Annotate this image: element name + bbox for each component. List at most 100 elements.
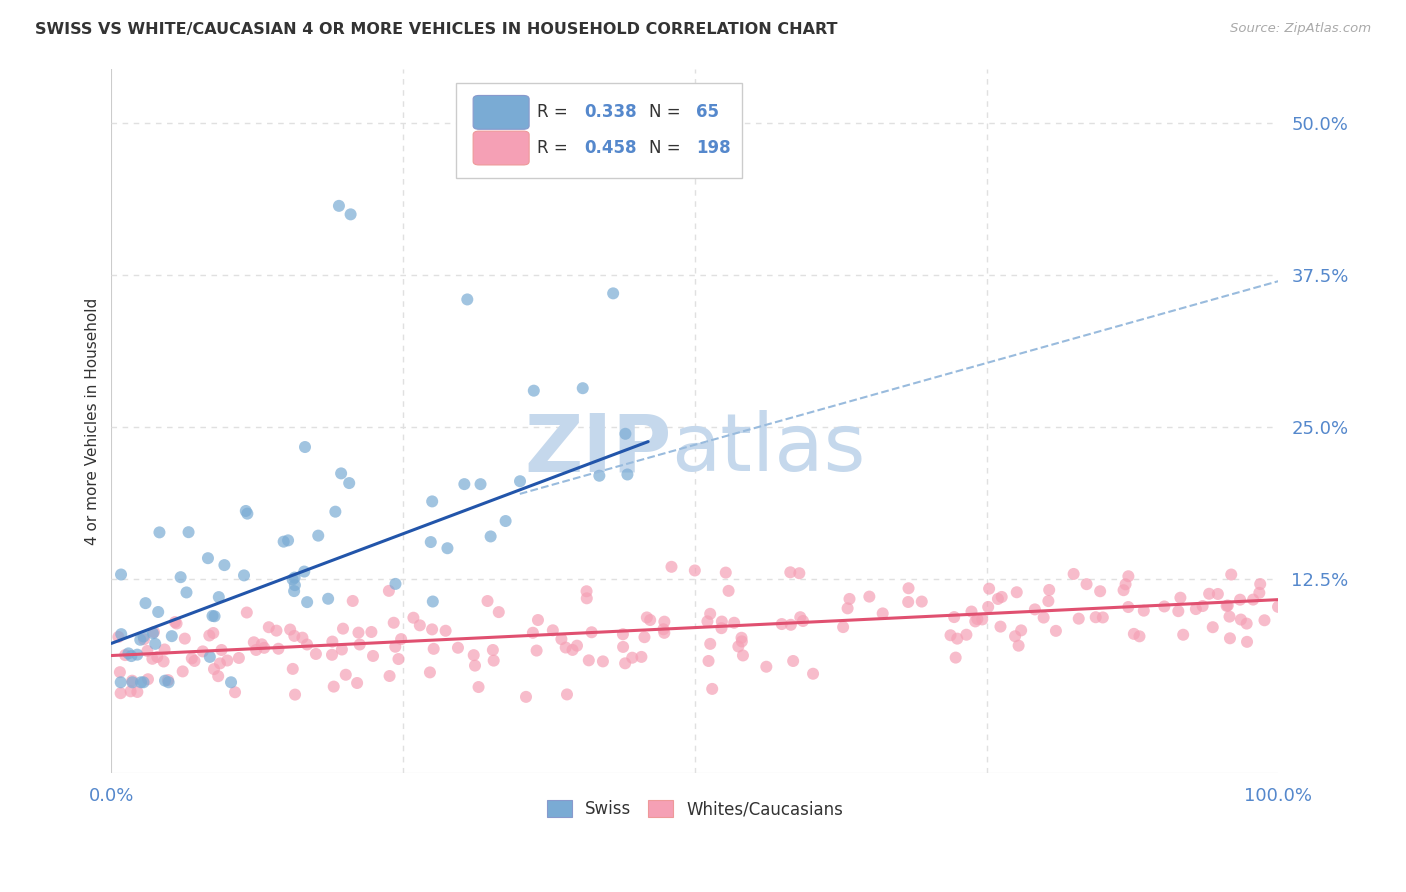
- Point: [755, 659, 778, 673]
- FancyBboxPatch shape: [474, 131, 529, 165]
- Point: [614, 657, 637, 671]
- Point: [464, 658, 486, 673]
- Point: [453, 477, 475, 491]
- Point: [1067, 612, 1090, 626]
- Point: [550, 632, 572, 647]
- Point: [523, 384, 546, 398]
- Point: [136, 644, 159, 658]
- Point: [224, 685, 246, 699]
- Point: [1005, 585, 1028, 599]
- Text: 65: 65: [696, 103, 718, 121]
- Point: [838, 591, 860, 606]
- Point: [294, 440, 316, 454]
- Point: [990, 619, 1012, 633]
- Point: [236, 507, 259, 521]
- Point: [284, 578, 307, 592]
- Point: [1170, 591, 1192, 605]
- Point: [541, 624, 564, 638]
- Point: [588, 468, 610, 483]
- Point: [837, 601, 859, 615]
- Point: [172, 665, 194, 679]
- Point: [977, 599, 1000, 614]
- Point: [801, 666, 824, 681]
- Point: [1038, 582, 1060, 597]
- Point: [1191, 599, 1213, 613]
- Point: [281, 573, 304, 587]
- Point: [166, 616, 188, 631]
- Point: [360, 625, 382, 640]
- Point: [160, 629, 183, 643]
- Point: [378, 583, 401, 598]
- Point: [987, 591, 1010, 606]
- Point: [696, 615, 718, 629]
- Point: [872, 607, 894, 621]
- Text: atlas: atlas: [672, 410, 866, 488]
- Point: [110, 627, 132, 641]
- Point: [630, 649, 652, 664]
- Point: [602, 286, 624, 301]
- Point: [207, 669, 229, 683]
- Point: [1045, 624, 1067, 638]
- Point: [420, 494, 443, 508]
- Point: [143, 625, 166, 640]
- Point: [134, 596, 156, 610]
- Point: [1007, 639, 1029, 653]
- Point: [316, 591, 339, 606]
- Point: [129, 632, 152, 647]
- Point: [554, 640, 576, 655]
- Point: [142, 626, 165, 640]
- Point: [295, 638, 318, 652]
- Point: [107, 630, 129, 644]
- Point: [710, 615, 733, 629]
- Point: [434, 624, 457, 638]
- Point: [141, 652, 163, 666]
- Point: [652, 625, 675, 640]
- Point: [169, 570, 191, 584]
- Point: [792, 614, 814, 628]
- Point: [990, 590, 1012, 604]
- Point: [132, 632, 155, 647]
- Point: [347, 625, 370, 640]
- Point: [1133, 604, 1156, 618]
- Point: [1236, 635, 1258, 649]
- Point: [779, 617, 801, 632]
- FancyBboxPatch shape: [474, 95, 529, 129]
- Point: [176, 585, 198, 599]
- Point: [581, 625, 603, 640]
- Point: [214, 558, 236, 573]
- Point: [683, 564, 706, 578]
- Point: [157, 673, 180, 687]
- Point: [614, 426, 637, 441]
- Point: [283, 584, 305, 599]
- Point: [257, 620, 280, 634]
- Point: [731, 634, 754, 648]
- Point: [198, 628, 221, 642]
- Text: 0.338: 0.338: [583, 103, 637, 121]
- Point: [332, 622, 354, 636]
- Point: [153, 642, 176, 657]
- Point: [636, 610, 658, 624]
- Point: [233, 568, 256, 582]
- Point: [858, 590, 880, 604]
- Point: [121, 675, 143, 690]
- Text: N =: N =: [650, 103, 686, 121]
- Point: [197, 551, 219, 566]
- Text: SWISS VS WHITE/CAUCASIAN 4 OR MORE VEHICLES IN HOUSEHOLD CORRELATION CHART: SWISS VS WHITE/CAUCASIAN 4 OR MORE VEHIC…: [35, 22, 838, 37]
- Point: [146, 650, 169, 665]
- Point: [153, 673, 176, 688]
- Point: [1112, 583, 1135, 598]
- Point: [1249, 586, 1271, 600]
- Point: [152, 655, 174, 669]
- Point: [447, 640, 470, 655]
- Point: [277, 533, 299, 548]
- Text: 198: 198: [696, 139, 731, 157]
- Point: [281, 662, 304, 676]
- Point: [121, 673, 143, 688]
- Point: [1010, 624, 1032, 638]
- Point: [1198, 587, 1220, 601]
- Point: [322, 680, 344, 694]
- Point: [384, 577, 406, 591]
- Point: [1063, 566, 1085, 581]
- Point: [1128, 629, 1150, 643]
- Point: [1167, 604, 1189, 618]
